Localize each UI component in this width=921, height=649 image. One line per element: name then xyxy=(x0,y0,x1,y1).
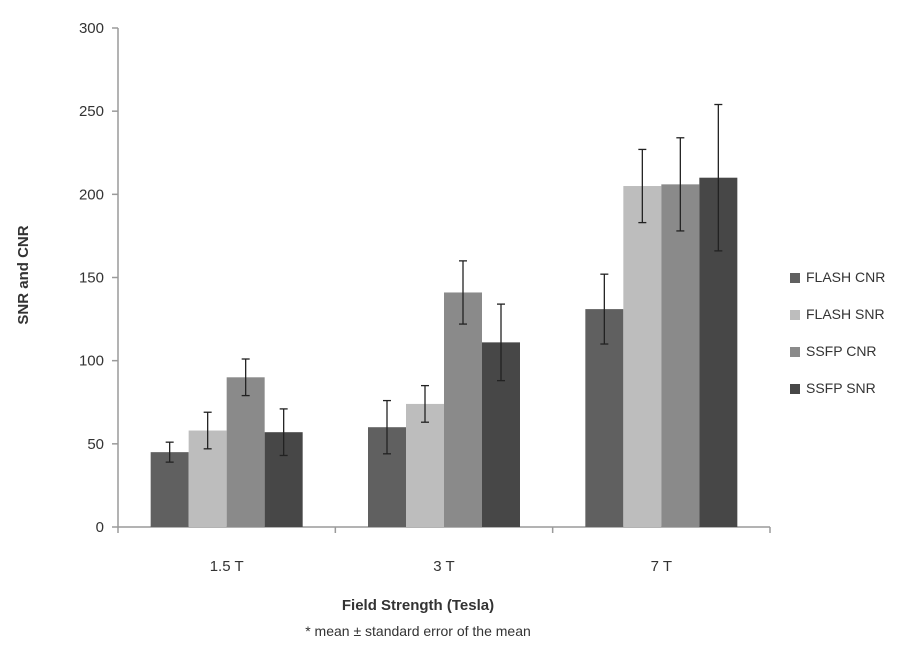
legend-swatch xyxy=(790,273,800,283)
y-axis-title: SNR and CNR xyxy=(15,225,32,324)
bar xyxy=(661,184,700,527)
y-tick-label: 200 xyxy=(79,186,104,203)
x-category-labels: 1.5 T 3 T 7 T xyxy=(210,558,672,575)
bar xyxy=(226,377,265,527)
bars-group xyxy=(150,177,738,527)
x-category-label: 1.5 T xyxy=(210,558,244,575)
legend: FLASH CNR FLASH SNR SSFP CNR SSFP SNR xyxy=(790,269,885,396)
bar xyxy=(623,186,662,527)
x-category-label: 7 T xyxy=(651,558,672,575)
footnote: * mean ± standard error of the mean xyxy=(305,623,531,639)
legend-swatch xyxy=(790,310,800,320)
legend-swatch xyxy=(790,384,800,394)
x-category-label: 3 T xyxy=(433,558,454,575)
y-tick-label: 150 xyxy=(79,270,104,287)
y-tick-label: 100 xyxy=(79,353,104,370)
y-tick-label: 50 xyxy=(87,436,104,453)
y-tick-label: 250 xyxy=(79,103,104,120)
x-axis-title: Field Strength (Tesla) xyxy=(342,597,494,614)
legend-label: FLASH CNR xyxy=(806,269,885,285)
legend-label: SSFP CNR xyxy=(806,343,877,359)
bar xyxy=(585,309,624,527)
legend-label: FLASH SNR xyxy=(806,306,885,322)
x-axis-ticks xyxy=(117,527,771,533)
error-bars-group xyxy=(165,103,723,463)
legend-swatch xyxy=(790,347,800,357)
bar xyxy=(406,403,444,527)
bar xyxy=(444,292,482,527)
bar xyxy=(150,452,189,527)
y-axis-ticks: 0 50 100 150 200 250 300 xyxy=(79,20,118,536)
y-tick-label: 0 xyxy=(96,519,104,536)
y-tick-label: 300 xyxy=(79,20,104,37)
legend-label: SSFP SNR xyxy=(806,380,876,396)
